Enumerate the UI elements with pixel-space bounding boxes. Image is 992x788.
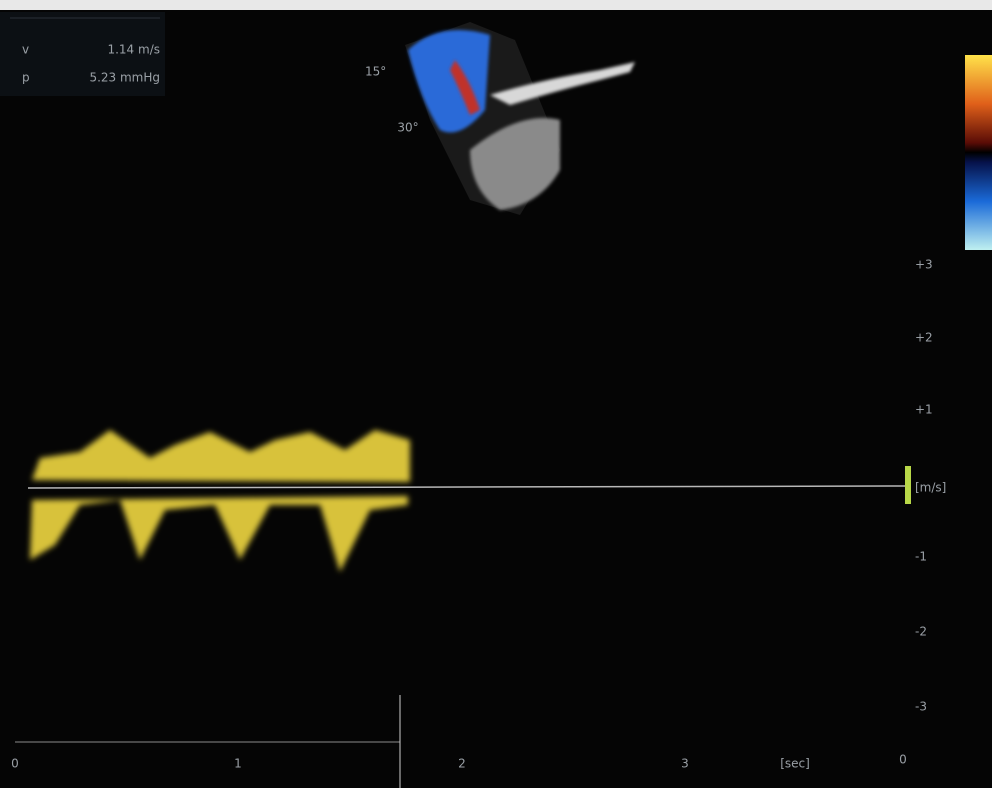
sector-angle: 30°: [397, 121, 418, 135]
doppler-spectrum: [30, 430, 410, 572]
time-tick: 2: [458, 757, 466, 771]
measure-value: 5.23 mmHg: [89, 71, 160, 85]
velocity-unit: [m/s]: [915, 481, 946, 495]
sector-angle: 15°: [365, 65, 386, 79]
baseline: [27, 485, 906, 489]
velocity-tick: +1: [915, 403, 933, 417]
velocity-tick: -2: [915, 625, 927, 639]
measure-value: 1.14 m/s: [107, 43, 160, 57]
velocity-tick: -3: [915, 700, 927, 714]
measurement-box: [0, 12, 165, 96]
end-label: 0: [899, 753, 907, 767]
time-tick: 1: [234, 757, 242, 771]
velocity-tick: -1: [915, 550, 927, 564]
measure-label: v: [22, 43, 29, 57]
time-tick: 3: [681, 757, 689, 771]
top-bar: [0, 0, 992, 10]
sector-image: 15° 30°: [365, 22, 635, 215]
measure-label: p: [22, 71, 30, 85]
time-unit: [sec]: [780, 757, 810, 771]
time-tick: 0: [11, 757, 19, 771]
velocity-tick: +2: [915, 331, 933, 345]
velocity-tick: +3: [915, 258, 933, 272]
baseline-marker: [905, 466, 911, 504]
color-bar: [965, 55, 992, 250]
